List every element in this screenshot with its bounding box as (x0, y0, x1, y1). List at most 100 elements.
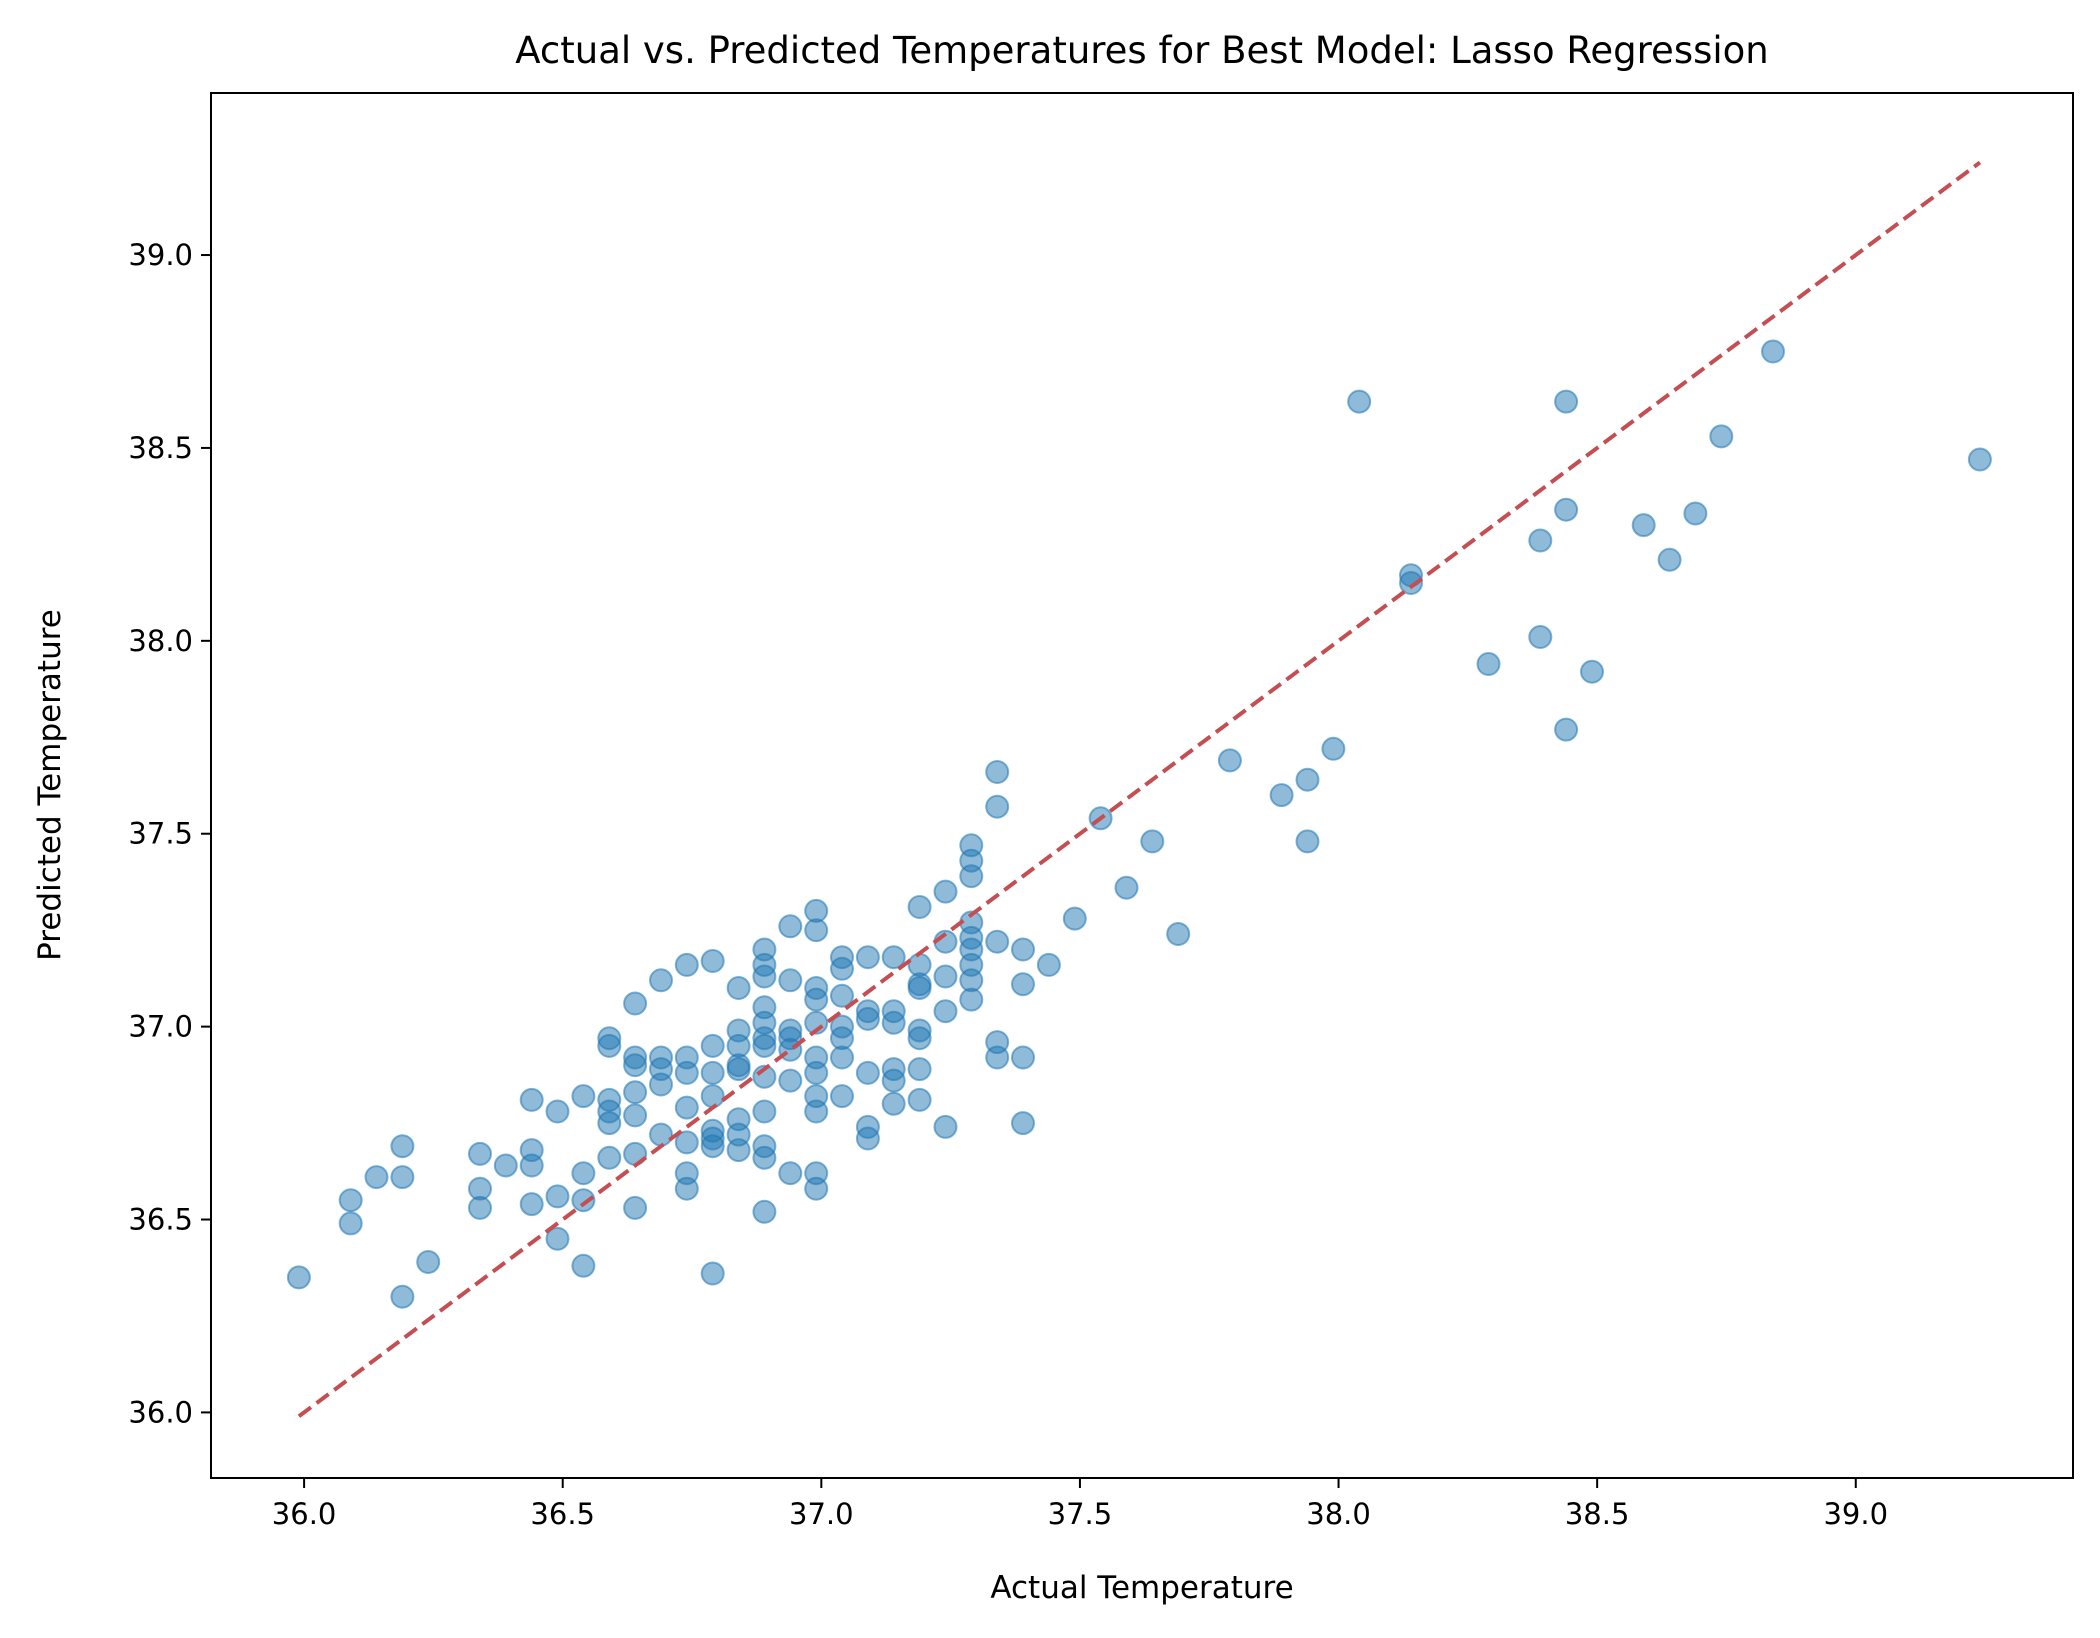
scatter-point (1011, 1045, 1035, 1070)
scatter-point (364, 1165, 389, 1190)
scatter-point (674, 1095, 699, 1120)
scatter-point (286, 1265, 311, 1290)
scatter-point (649, 968, 673, 993)
scatter-point (1580, 659, 1604, 684)
scatter-point (855, 1006, 880, 1031)
scatter-point (1062, 906, 1087, 931)
y-tick-label: 37.0 (128, 1010, 193, 1044)
scatter-point (597, 1111, 622, 1136)
scatter-point (830, 956, 854, 981)
scatter-point (855, 1060, 880, 1085)
x-axis: 36.0 36.5 37.0 37.5 38.0 38.5 39.0 (272, 1478, 1888, 1531)
scatter-point (545, 1226, 570, 1251)
scatter-point (700, 1134, 725, 1159)
scatter-point (1140, 829, 1165, 854)
scatter-point (1269, 783, 1294, 808)
scatter-point (674, 952, 699, 977)
scatter-point (1399, 571, 1423, 595)
y-tick-label: 37.5 (128, 817, 193, 851)
scatter-point (804, 918, 829, 943)
scatter-point (985, 1045, 1010, 1070)
scatter-point (338, 1211, 363, 1236)
scatter-point (778, 1161, 803, 1186)
scatter-point (1528, 528, 1553, 553)
scatter-point (1476, 652, 1501, 676)
scatter-point (519, 1153, 544, 1178)
scatter-point (1554, 389, 1579, 414)
scatter-point (571, 1161, 596, 1186)
scatter-point (1554, 497, 1579, 522)
scatter-point (1295, 767, 1320, 792)
scatter-point (571, 1188, 596, 1213)
scatter-point (804, 1176, 829, 1201)
scatter-point (752, 1199, 777, 1224)
scatter-point (830, 1084, 854, 1109)
chart-title: Actual vs. Predicted Temperatures for Be… (515, 29, 1769, 72)
scatter-point (1967, 447, 1992, 472)
scatter-point (390, 1284, 415, 1309)
scatter-point (881, 1010, 906, 1035)
scatter-point (933, 999, 958, 1024)
scatter-point (752, 1033, 777, 1058)
scatter-point (804, 1099, 829, 1124)
scatter-point (519, 1192, 544, 1217)
scatter-point (752, 1099, 777, 1124)
scatter-point (726, 976, 751, 1000)
scatter-point (1011, 972, 1035, 997)
y-axis: 36.0 36.5 37.0 37.5 38.0 38.5 39.0 (128, 238, 211, 1429)
scatter-point (959, 864, 984, 889)
scatter-point (545, 1099, 570, 1124)
scatter-point (752, 1145, 777, 1170)
x-tick-label: 38.5 (1565, 1497, 1630, 1531)
scatter-point (830, 1045, 854, 1070)
x-axis-label: Actual Temperature (990, 1570, 1293, 1606)
scatter-point (1011, 1111, 1035, 1136)
scatter-point (649, 1072, 673, 1097)
scatter-point (959, 987, 984, 1012)
scatter-point (881, 1091, 906, 1116)
scatter-point (1295, 829, 1320, 854)
scatter-point (700, 949, 725, 973)
scatter-point (1683, 501, 1708, 526)
scatter-point (1761, 339, 1785, 364)
x-tick-label: 39.0 (1823, 1497, 1888, 1531)
y-tick-label: 38.0 (128, 624, 193, 658)
scatter-point (933, 1114, 958, 1139)
scatter-point (571, 1253, 596, 1278)
scatter-point (1321, 736, 1346, 761)
x-tick-label: 36.0 (272, 1497, 337, 1531)
scatter-point (1347, 389, 1372, 414)
scatter-point (1631, 513, 1656, 538)
x-tick-label: 37.5 (1048, 1497, 1113, 1531)
scatter-point (519, 1087, 544, 1112)
scatter-point (1166, 922, 1191, 946)
scatter-point (778, 968, 803, 993)
scatter-point (830, 983, 854, 1008)
scatter-point (1554, 717, 1579, 742)
plot-frame (210, 92, 2074, 1479)
y-tick-label: 36.0 (128, 1395, 193, 1429)
y-axis-label: Predicted Temperature (32, 609, 68, 961)
scatter-point (597, 1033, 622, 1058)
scatter-point (623, 1103, 648, 1128)
scatter-point (752, 964, 777, 989)
scatter-point (700, 1033, 725, 1058)
scatter-point (597, 1145, 622, 1170)
scatter-point (907, 1057, 932, 1082)
scatter-point (855, 1126, 880, 1151)
scatter-point (985, 794, 1010, 819)
scatter-point (855, 945, 880, 970)
scatter-point (338, 1188, 363, 1213)
scatter-point (726, 1057, 751, 1082)
scatter-point (778, 1068, 803, 1093)
scatter-point (907, 895, 932, 919)
scatter-point (545, 1184, 570, 1209)
scatter-point (700, 1060, 725, 1085)
scatter-point (933, 879, 958, 904)
scatter-point (1011, 937, 1035, 962)
scatter-point (907, 976, 932, 1000)
scatter-point (468, 1195, 492, 1220)
scatter-point (674, 1130, 699, 1155)
